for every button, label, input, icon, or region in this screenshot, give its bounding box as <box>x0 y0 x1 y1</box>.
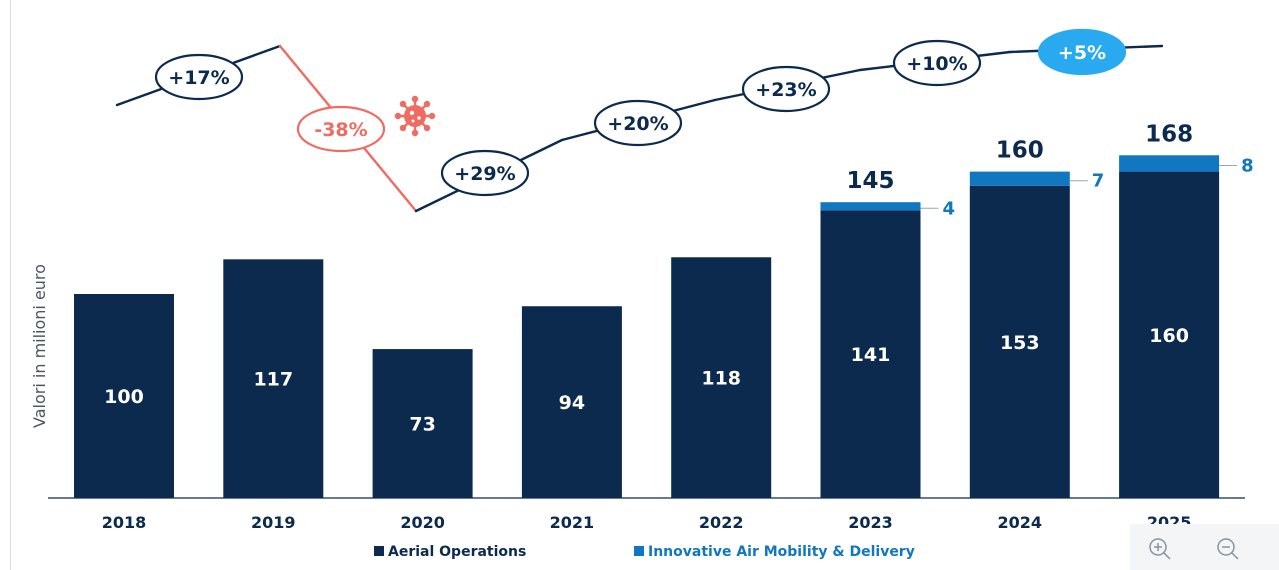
bar-value-label: 118 <box>701 368 741 390</box>
growth-label: +10% <box>906 53 967 75</box>
bar-aerial-operations-2018 <box>74 294 174 498</box>
growth-bubble <box>154 53 244 101</box>
growth-label: +29% <box>454 163 515 185</box>
x-tick-label-2019: 2019 <box>251 513 296 532</box>
bar-total-label: 160 <box>996 138 1044 164</box>
bar-value-label: 153 <box>1000 332 1040 354</box>
panel-border <box>10 0 11 570</box>
bar-aerial-operations-2020 <box>372 349 473 498</box>
bar-total-label: 168 <box>1145 121 1193 147</box>
growth-label: +17% <box>168 67 229 89</box>
bars-group: 100 117 73 94 118 141 4 145 153 7 160 160 8 168 <box>74 121 1254 499</box>
bar-value-label: 100 <box>104 386 144 408</box>
bar-aerial-operations-2024 <box>969 185 1070 498</box>
bar-value-label: 160 <box>1149 325 1189 347</box>
bar-innovative-air-mobility-2025 <box>1119 155 1220 172</box>
growth-bubble <box>593 99 683 147</box>
bar-total-label: 145 <box>846 168 894 194</box>
growth-bubble <box>892 39 982 87</box>
bar-value-label: 141 <box>851 344 891 366</box>
small-series-label: 4 <box>943 198 956 219</box>
bar-aerial-operations-2022 <box>671 257 772 498</box>
bar-value-label: 117 <box>253 369 293 391</box>
x-tick-label-2022: 2022 <box>699 513 744 532</box>
zoom-out-icon[interactable] <box>1215 536 1241 562</box>
growth-bubble <box>741 65 831 113</box>
zoom-in-icon[interactable] <box>1147 536 1173 562</box>
zoom-controls <box>1130 524 1279 570</box>
growth-bubble <box>296 105 386 153</box>
virus-icon <box>394 95 436 137</box>
growth-label: -38% <box>314 119 367 141</box>
small-series-label: 7 <box>1092 171 1105 192</box>
growth-bubble <box>440 149 530 197</box>
growth-line-group: +17% -38% +29% +20% +23% +10% +5% <box>115 28 1164 213</box>
bar-aerial-operations-2023 <box>820 210 921 499</box>
legend-label: Aerial Operations <box>388 544 526 560</box>
x-tick-label-2020: 2020 <box>400 513 445 532</box>
x-tick-labels: 2018 2019 2020 2021 2022 2023 2024 2025 <box>102 513 1192 532</box>
bar-value-label: 73 <box>409 414 435 436</box>
bar-aerial-operations-2025 <box>1119 171 1220 498</box>
x-tick-label-2021: 2021 <box>550 513 595 532</box>
growth-bubble <box>1037 28 1127 76</box>
small-series-label: 8 <box>1241 155 1254 176</box>
growth-label: +5% <box>1058 42 1106 64</box>
legend-swatch <box>634 546 644 556</box>
bar-innovative-air-mobility-2024 <box>969 171 1070 186</box>
bar-innovative-air-mobility-2023 <box>820 202 921 211</box>
legend-swatch <box>374 546 384 556</box>
x-tick-label-2018: 2018 <box>102 513 147 532</box>
legend-label: Innovative Air Mobility & Delivery <box>648 544 915 560</box>
growth-label: +20% <box>607 113 668 135</box>
x-tick-label-2024: 2024 <box>998 513 1043 532</box>
y-axis-label: Valori in milioni euro <box>30 264 49 428</box>
legend: Aerial Operations Innovative Air Mobility… <box>374 544 915 560</box>
growth-label: +23% <box>755 79 816 101</box>
x-tick-label-2023: 2023 <box>848 513 893 532</box>
bar-aerial-operations-2019 <box>223 259 324 498</box>
bar-aerial-operations-2021 <box>521 306 622 498</box>
bar-value-label: 94 <box>559 392 585 414</box>
